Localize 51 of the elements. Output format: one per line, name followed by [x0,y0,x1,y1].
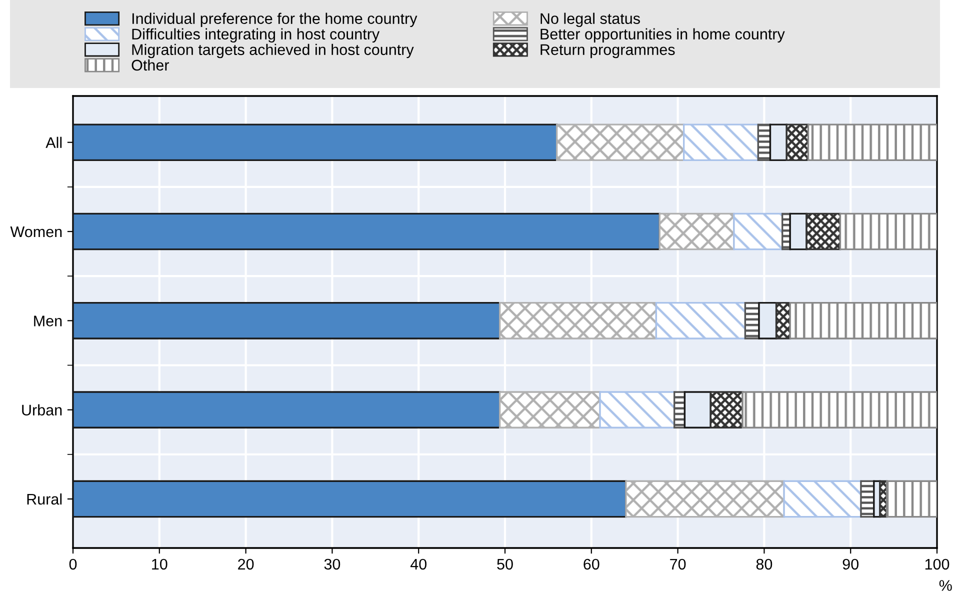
bar [73,480,627,518]
y-tick-label: Urban [22,404,62,416]
x-tick-label: 0 [69,558,77,570]
bar [806,212,842,250]
bar [839,212,937,250]
x-tick-label: 20 [238,558,254,570]
x-tick-label: 100 [925,558,950,570]
y-tick-label: Rural [27,493,62,505]
bar [783,480,862,518]
bar [769,124,788,162]
x-tick-label: 10 [152,558,168,570]
bar [599,391,676,428]
bar [498,391,601,428]
y-tick-label: Women [10,226,62,238]
bar [886,480,937,518]
x-tick-label: 30 [324,558,340,570]
bar [775,302,791,340]
legend-label: Other [132,59,170,71]
bar [625,480,785,518]
legend-label: Return programmes [540,44,675,58]
bar [73,391,501,428]
bar [556,124,685,162]
y-tick-label: Men [34,316,62,326]
bar [498,302,658,340]
x-tick-label: 70 [670,558,686,570]
bar [786,124,810,162]
bar [73,124,558,162]
legend-label: Better opportunities in home country [540,28,785,43]
x-tick-label: 90 [842,558,858,570]
bar [73,212,660,250]
x-tick-label: 40 [410,558,426,570]
bar [807,124,937,162]
bar [683,124,759,162]
bar [733,212,784,250]
x-tick-label: 80 [756,558,772,570]
bar [73,302,501,340]
x-axis-title: % [939,580,952,591]
bar [658,212,735,250]
legend-label: Migration targets achieved in host country [132,44,414,58]
x-tick-label: 50 [497,558,513,570]
legend-label: Individual preference for the home country [132,12,418,28]
bar [789,302,937,340]
legend-label: Difficulties integrating in host country [132,28,380,43]
bar [758,302,778,340]
x-tick-label: 60 [584,558,600,570]
bar [742,391,937,428]
legend-label: No legal status [540,12,640,28]
bar [684,391,712,428]
bar [655,302,746,340]
y-tick-label: All [46,136,62,148]
bar [710,391,744,428]
